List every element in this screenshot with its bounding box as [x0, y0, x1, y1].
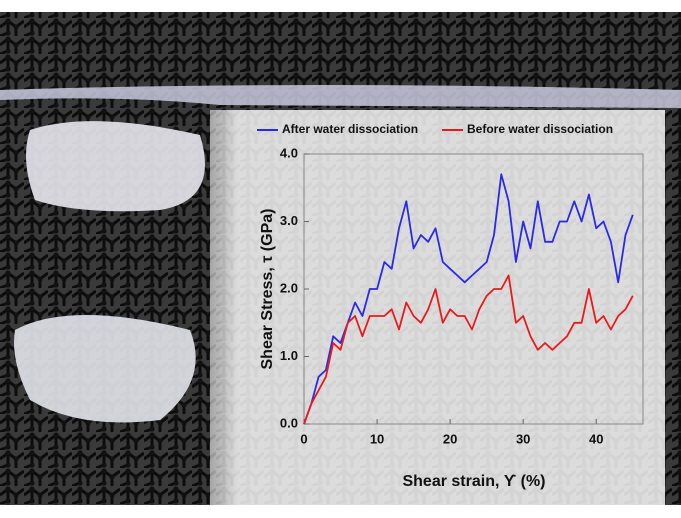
water-layer [0, 85, 681, 108]
y-tick-label: 0.0 [280, 415, 298, 430]
x-tick-label: 20 [443, 431, 457, 446]
x-axis-title: Shear strain, ϒ (%) [402, 473, 545, 490]
x-tick-label: 40 [589, 431, 603, 446]
x-tick-label: 10 [370, 431, 384, 446]
y-tick-label: 4.0 [280, 145, 298, 160]
y-tick-label: 1.0 [280, 348, 298, 363]
water-pocket [26, 121, 205, 212]
y-axis-title: Shear Stress, τ (GPa) [259, 209, 276, 370]
legend-label: Before water dissociation [467, 122, 613, 136]
legend-label: After water dissociation [282, 122, 418, 136]
data-line [303, 274, 634, 425]
x-tick-label: 0 [300, 431, 307, 446]
data-line [303, 173, 634, 425]
x-tick-label: 30 [516, 431, 530, 446]
bottom-margin [0, 505, 681, 518]
water-pocket [14, 315, 196, 423]
chart-panel [210, 110, 665, 505]
y-tick-label: 2.0 [280, 280, 298, 295]
top-margin [0, 0, 681, 12]
legend: After water dissociation Before water dis… [257, 122, 613, 136]
y-tick-label: 3.0 [280, 213, 298, 228]
